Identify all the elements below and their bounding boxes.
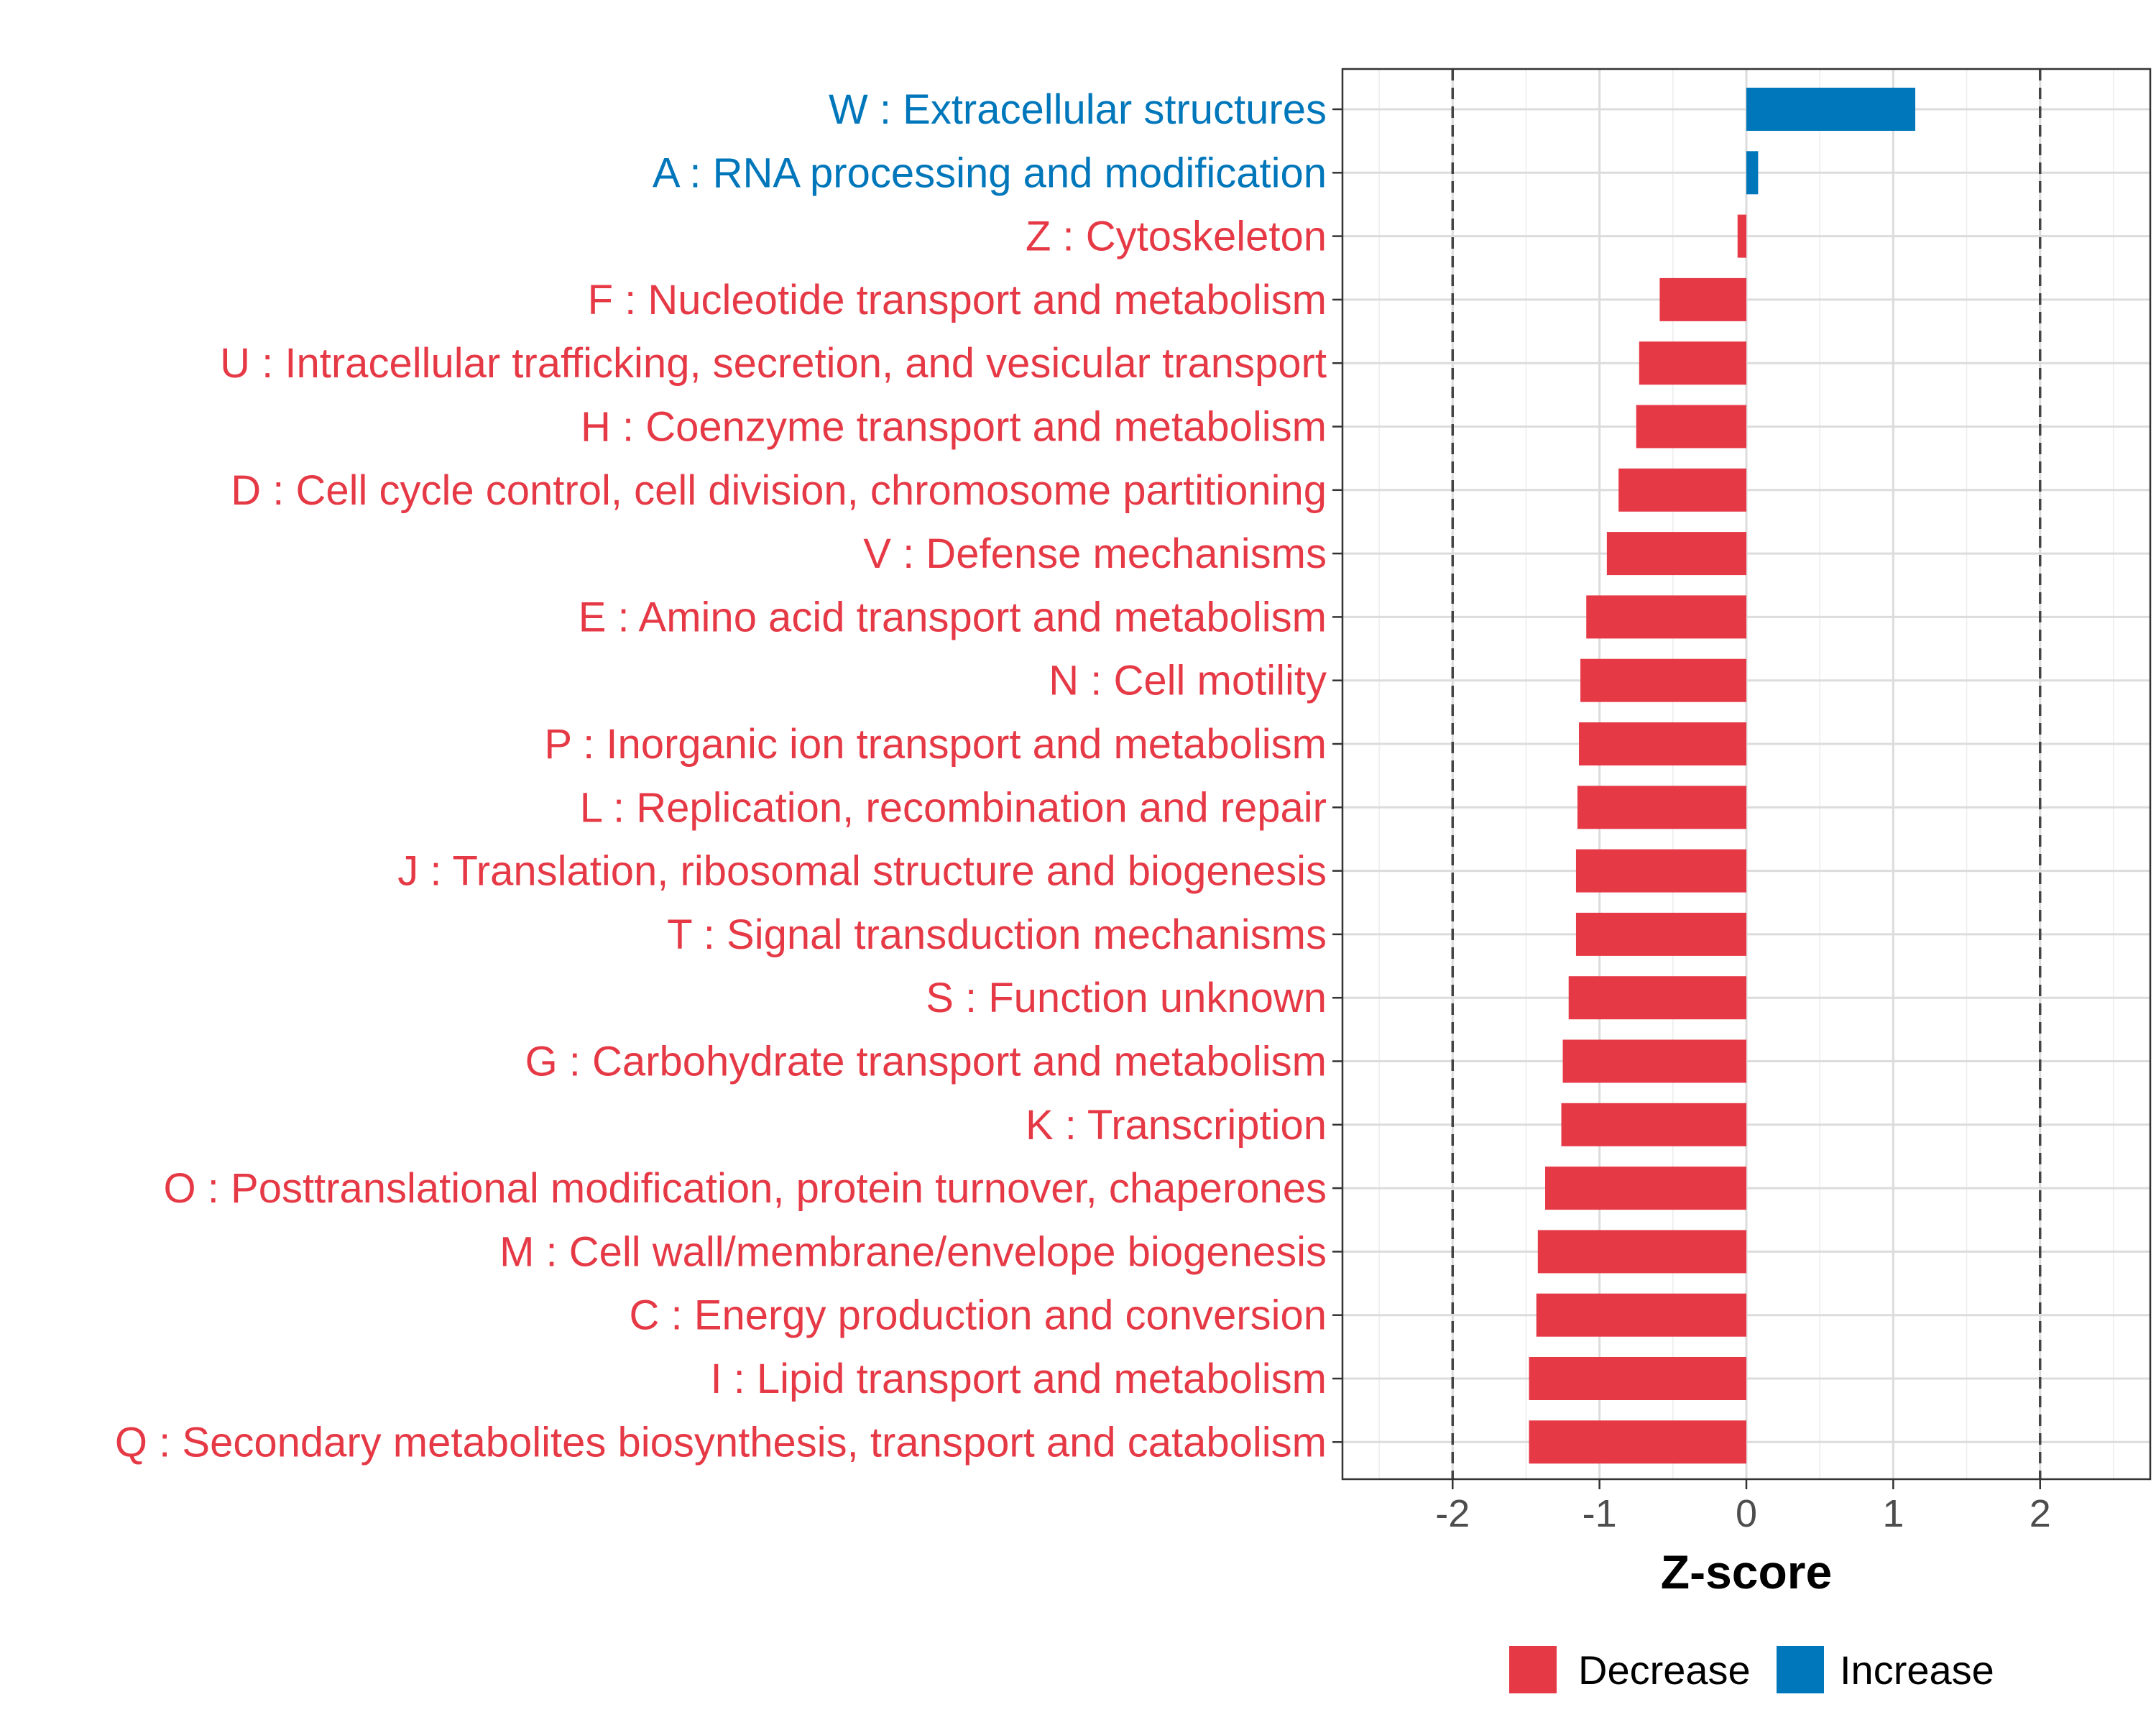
bar bbox=[1606, 532, 1746, 576]
category-label: O : Posttranslational modification, prot… bbox=[164, 1165, 1327, 1212]
bar bbox=[1746, 151, 1759, 195]
y-axis-category-labels: W : Extracellular structures A : RNA proc… bbox=[115, 86, 1327, 1466]
bar bbox=[1737, 214, 1746, 258]
bar bbox=[1537, 1230, 1746, 1274]
x-axis-ticks: -2 -1 0 1 2 bbox=[1435, 1479, 2051, 1535]
bar bbox=[1536, 1293, 1746, 1337]
y-axis-ticks bbox=[1332, 108, 1342, 1443]
category-label: U : Intracellular trafficking, secretion… bbox=[220, 340, 1327, 387]
category-label: K : Transcription bbox=[1026, 1102, 1327, 1149]
category-label: G : Carbohydrate transport and metabolis… bbox=[525, 1039, 1327, 1085]
category-label: Q : Secondary metabolites biosynthesis, … bbox=[115, 1419, 1327, 1466]
category-label: H : Coenzyme transport and metabolism bbox=[581, 404, 1327, 451]
x-tick-label: 2 bbox=[2030, 1492, 2051, 1535]
bar bbox=[1577, 786, 1746, 829]
category-label: S : Function unknown bbox=[926, 975, 1327, 1021]
category-label: V : Defense mechanisms bbox=[863, 530, 1327, 577]
bar bbox=[1746, 88, 1916, 131]
legend-swatch bbox=[1509, 1646, 1557, 1693]
x-tick-label: 0 bbox=[1736, 1492, 1757, 1535]
legend: Decrease Increase bbox=[1509, 1646, 1994, 1693]
bar bbox=[1579, 722, 1746, 765]
category-label: N : Cell motility bbox=[1049, 658, 1327, 704]
category-label: D : Cell cycle control, cell division, c… bbox=[231, 467, 1327, 514]
bar bbox=[1639, 341, 1746, 385]
category-label: F : Nucleotide transport and metabolism bbox=[588, 277, 1327, 323]
category-label: A : RNA processing and modification bbox=[653, 150, 1327, 196]
bar bbox=[1545, 1167, 1746, 1210]
category-label: Z : Cytoskeleton bbox=[1026, 213, 1327, 260]
bars bbox=[1529, 88, 1916, 1464]
bar bbox=[1562, 1039, 1746, 1083]
x-tick-label: 1 bbox=[1882, 1492, 1904, 1535]
bar bbox=[1580, 658, 1746, 702]
category-label: I : Lipid transport and metabolism bbox=[710, 1356, 1327, 1402]
category-label: C : Energy production and conversion bbox=[630, 1292, 1327, 1339]
x-axis-title: Z-score bbox=[1661, 1545, 1832, 1598]
legend-label: Decrease bbox=[1578, 1647, 1751, 1693]
category-label: J : Translation, ribosomal structure and… bbox=[397, 848, 1327, 895]
bar bbox=[1529, 1420, 1746, 1464]
bar bbox=[1529, 1357, 1746, 1400]
x-tick-label: -1 bbox=[1583, 1492, 1617, 1535]
bar bbox=[1659, 277, 1746, 321]
x-tick-label: -2 bbox=[1435, 1492, 1470, 1535]
category-label: M : Cell wall/membrane/envelope biogenes… bbox=[499, 1228, 1327, 1275]
bar bbox=[1575, 849, 1746, 893]
bar bbox=[1575, 912, 1746, 956]
category-label: L : Replication, recombination and repai… bbox=[580, 784, 1327, 831]
reference-lines bbox=[1451, 69, 2042, 1479]
bar bbox=[1561, 1103, 1746, 1146]
category-label: E : Amino acid transport and metabolism bbox=[579, 594, 1327, 640]
legend-label: Increase bbox=[1840, 1647, 1994, 1693]
category-label: P : Inorganic ion transport and metaboli… bbox=[544, 721, 1327, 768]
category-label: T : Signal transduction mechanisms bbox=[667, 911, 1327, 958]
category-label: W : Extracellular structures bbox=[829, 86, 1327, 133]
bar bbox=[1586, 595, 1746, 639]
legend-swatch bbox=[1777, 1646, 1824, 1693]
bar bbox=[1636, 405, 1746, 448]
bar bbox=[1618, 468, 1746, 512]
bar bbox=[1568, 976, 1746, 1020]
